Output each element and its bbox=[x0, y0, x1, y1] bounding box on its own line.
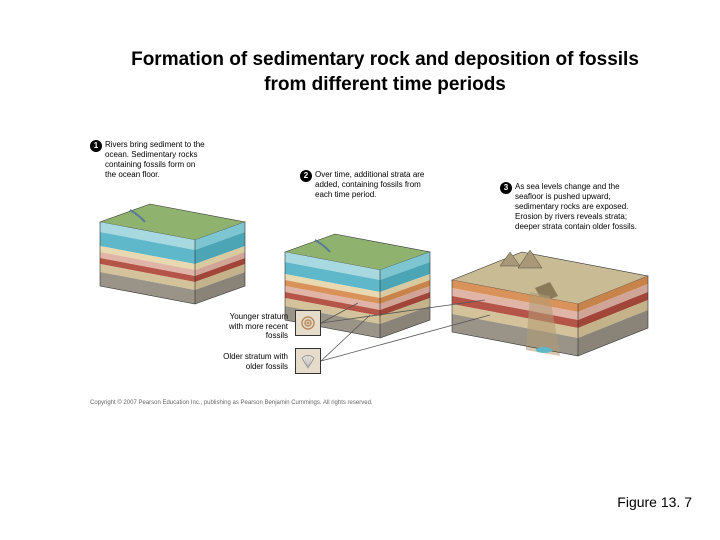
diagram-area: 1Rivers bring sediment to the ocean. Sed… bbox=[90, 140, 650, 400]
page-title: Formation of sedimentary rock and deposi… bbox=[110, 48, 660, 97]
connectors bbox=[90, 140, 650, 400]
figure-label: Figure 13. 7 bbox=[617, 494, 692, 510]
copyright-text: Copyright © 2007 Pearson Education Inc.,… bbox=[90, 400, 373, 406]
